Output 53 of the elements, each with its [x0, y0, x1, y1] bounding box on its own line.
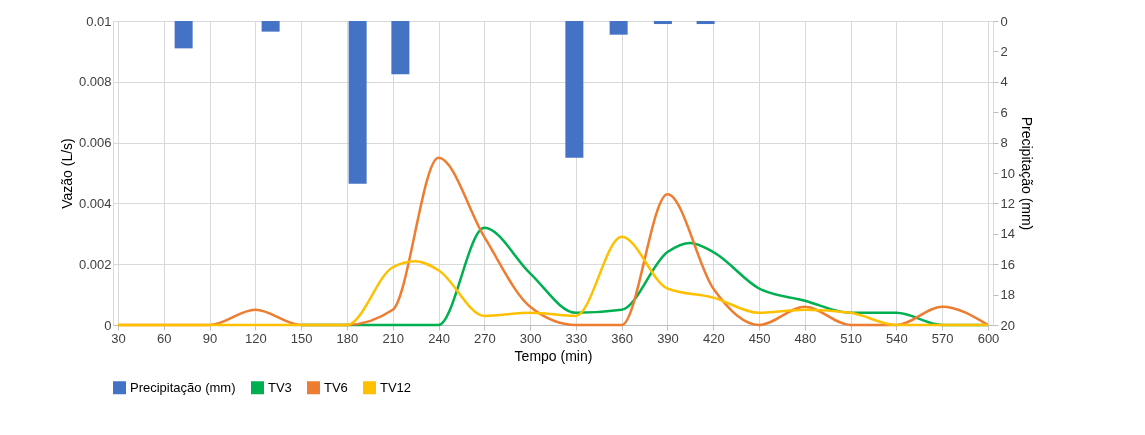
y-tick-label: 0.004	[78, 195, 112, 211]
y2-tick-label: 6	[1000, 104, 1008, 120]
x-tick-label: 450	[748, 330, 771, 346]
legend-label: Precipitação (mm)	[130, 379, 236, 395]
x-tick-label: 240	[428, 330, 450, 346]
bar	[174, 21, 193, 49]
bar	[653, 21, 672, 25]
y-tick-label: 0.006	[78, 135, 112, 151]
bar	[261, 21, 280, 32]
x-tick-label: 120	[245, 330, 267, 346]
x-tick-label: 150	[290, 330, 313, 346]
x-tick-label: 30	[111, 330, 126, 346]
x-tick-label: 540	[886, 330, 908, 346]
bar	[391, 21, 410, 75]
x-tick-label: 420	[702, 330, 725, 346]
y-axis-title: Vazão (L/s)	[58, 138, 75, 209]
y2-tick-label: 12	[1000, 195, 1015, 211]
bar	[565, 21, 584, 158]
legend-label: TV6	[324, 379, 348, 395]
line-series	[116, 235, 990, 327]
x-tick-label: 180	[336, 330, 359, 346]
x-tick-label: 270	[473, 330, 496, 346]
bar	[609, 21, 628, 35]
x-tick-label: 210	[382, 330, 405, 346]
y2-tick-label: 4	[1000, 74, 1008, 90]
x-tick-label: 330	[565, 330, 588, 346]
y2-tick-label: 10	[1000, 165, 1015, 181]
legend-label: TV3	[268, 379, 292, 395]
y2-axis-title: Precipitação (mm)	[1018, 116, 1035, 231]
x-axis-title: Tempo (min)	[514, 347, 593, 364]
x-tick-label: 360	[611, 330, 634, 346]
y2-tick-label: 0	[1000, 13, 1008, 29]
x-tick-label: 480	[794, 330, 817, 346]
y2-tick-label: 18	[1000, 287, 1015, 303]
y2-tick-label: 14	[1000, 226, 1015, 242]
y2-tick-label: 8	[1000, 135, 1008, 151]
x-tick-label: 390	[657, 330, 679, 346]
x-tick-label: 600	[977, 330, 1000, 346]
x-tick-label: 300	[519, 330, 542, 346]
y2-tick-label: 16	[1000, 256, 1015, 272]
legend-label: TV12	[380, 379, 412, 395]
x-tick-label: 60	[157, 330, 172, 346]
y-tick-label: 0	[104, 317, 112, 333]
y-tick-label: 0.008	[78, 74, 112, 90]
y-tick-label: 0.002	[78, 256, 112, 272]
y-tick-label: 0.01	[86, 13, 112, 29]
bar	[696, 21, 715, 25]
x-tick-label: 90	[202, 330, 218, 346]
x-tick-label: 510	[840, 330, 862, 346]
x-tick-label: 570	[931, 330, 954, 346]
y2-tick-label: 2	[1000, 43, 1008, 59]
y2-tick-label: 20	[1000, 317, 1015, 333]
bar	[348, 21, 367, 184]
